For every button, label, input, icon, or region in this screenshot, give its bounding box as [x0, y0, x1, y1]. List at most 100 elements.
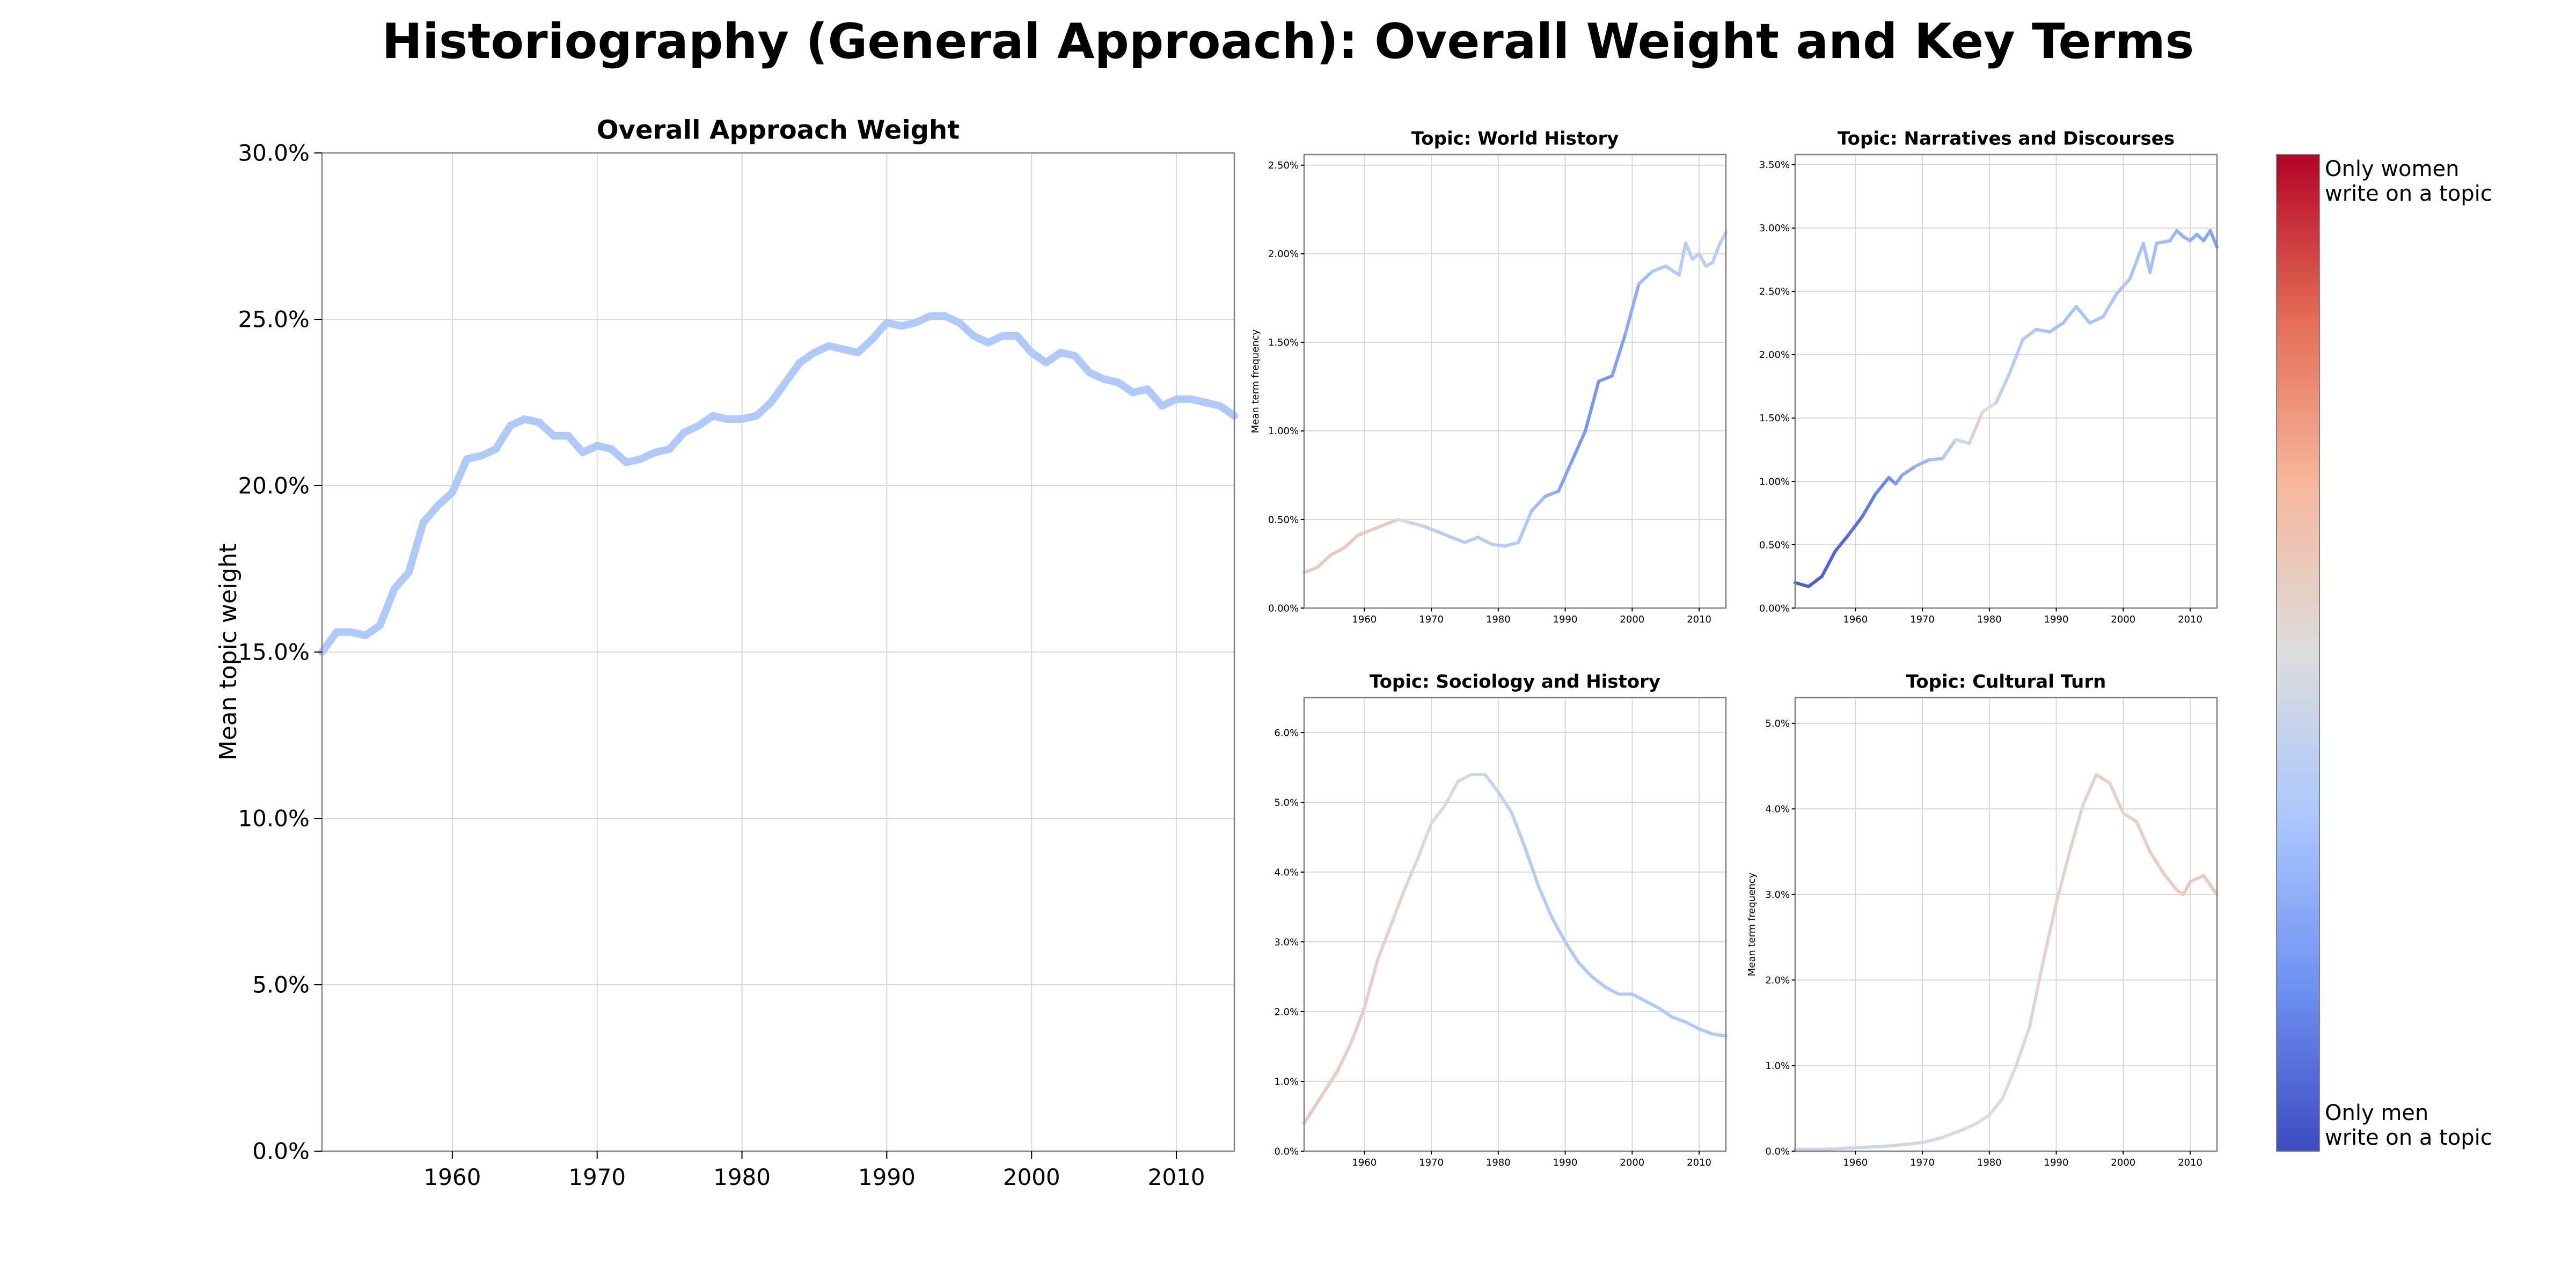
series-segment — [1409, 521, 1426, 529]
series-segment — [1684, 1020, 1701, 1031]
series-segment — [2075, 305, 2091, 325]
x-tick-label: 1980 — [1486, 614, 1511, 625]
x-tick-label: 1990 — [858, 1164, 916, 1190]
series-segment — [2054, 850, 2072, 905]
series-segment — [2162, 871, 2179, 892]
x-tick-label: 1970 — [1419, 614, 1444, 625]
series-segment — [1994, 372, 2011, 405]
figure-title: Historiography (General Approach): Overa… — [382, 13, 2194, 70]
x-tick-label: 1960 — [1352, 614, 1377, 625]
y-tick-label: 0.00% — [1268, 603, 1299, 614]
series-segment — [1517, 509, 1534, 544]
x-tick-label: 1980 — [1486, 1157, 1511, 1168]
series-segment — [1396, 517, 1413, 525]
y-tick-label: 3.00% — [1759, 223, 1790, 234]
chart-sociology: 1960 1970 1980 1990 2000 2010 0.0% 1.0% 2.0% 3.0%… — [1274, 671, 1728, 1168]
series-segment — [2088, 315, 2105, 325]
series-segment — [1584, 379, 1600, 433]
series-segment — [1860, 492, 1877, 519]
y-tick-label: 1.50% — [1759, 413, 1790, 424]
plot-frame — [1794, 153, 2218, 609]
y-tick-label: 2.00% — [1268, 248, 1299, 260]
series-segment — [1389, 888, 1407, 926]
x-tick-label: 1970 — [1419, 1157, 1444, 1168]
y-tick-label: 3.50% — [1759, 159, 1790, 171]
series-segment — [2168, 229, 2179, 243]
series-segment — [1711, 243, 1721, 265]
series-segment — [2068, 803, 2085, 853]
series-segment — [2081, 773, 2098, 807]
series-segment — [405, 518, 427, 576]
series-segment — [2182, 880, 2192, 896]
y-tick-label: 5.0% — [1765, 718, 1790, 729]
series-segment — [2101, 292, 2118, 319]
series-segment — [1543, 489, 1561, 499]
series-segment — [448, 455, 471, 496]
series-segment — [1981, 401, 1998, 414]
series-segment — [2114, 277, 2132, 296]
series-segment — [1941, 438, 1958, 460]
series-segment — [2001, 1064, 2018, 1100]
x-tick-label: 1970 — [568, 1164, 626, 1190]
x-tick-label: 2000 — [1620, 1157, 1644, 1168]
y-tick-label: 15.0% — [238, 639, 309, 665]
y-tick-label: 1.00% — [1268, 426, 1299, 437]
y-tick-label: 10.0% — [238, 806, 309, 832]
series-segment — [2208, 229, 2219, 249]
x-tick-label: 1970 — [1910, 614, 1935, 625]
x-tick-label: 1990 — [1553, 614, 1578, 625]
y-tick-label: 1.50% — [1268, 337, 1299, 348]
series-segment — [1820, 1146, 1857, 1151]
series-segment — [1403, 857, 1420, 891]
y-tick-label: 4.0% — [1765, 804, 1790, 815]
series-segment — [1443, 780, 1460, 808]
series-segment — [1657, 1006, 1674, 1019]
series-line-overall — [318, 312, 1238, 656]
series-segment — [1356, 528, 1373, 537]
series-segment — [2202, 874, 2219, 896]
series-segment — [1536, 884, 1554, 919]
series-segment — [1463, 535, 1480, 544]
series-segment — [1216, 402, 1238, 420]
y-tick-label: 1.00% — [1759, 476, 1790, 487]
y-tick-label: 0.50% — [1759, 539, 1790, 551]
series-segment — [1637, 269, 1654, 286]
series-segment — [1914, 458, 1931, 468]
series-segment — [1476, 535, 1494, 546]
series-segment — [2061, 305, 2078, 325]
series-segment — [1416, 822, 1433, 860]
x-tick-label: 1990 — [1553, 1157, 1578, 1168]
series-segment — [2095, 773, 2112, 785]
series-segment — [1302, 1111, 1313, 1125]
series-segment — [1382, 517, 1400, 526]
series-segment — [1329, 546, 1346, 557]
series-segment — [1423, 525, 1440, 534]
series-line-cultural-turn — [1794, 773, 2219, 1151]
plot-frame — [1303, 153, 1727, 609]
x-tick-label: 1960 — [423, 1164, 481, 1190]
series-segment — [1563, 940, 1580, 964]
chart-title: Topic: Narratives and Discourses — [1838, 128, 2175, 149]
chart-cultural-turn: 1960 1970 1980 1990 2000 2010 0.0% 1.0% 2.0% 3.0%… — [1746, 671, 2219, 1168]
series-segment — [1967, 410, 1985, 445]
series-segment — [1927, 457, 1944, 462]
series-segment — [1450, 535, 1467, 544]
chart-title: Topic: World History — [1411, 128, 1619, 149]
y-tick-label: 4.0% — [1274, 867, 1299, 878]
series-segment — [1315, 553, 1333, 569]
series-segment — [2189, 874, 2206, 883]
chart-title: Topic: Cultural Turn — [1906, 671, 2106, 692]
x-tick-label: 1960 — [1352, 1157, 1377, 1168]
charts-group: 1960 1970 1980 1990 2000 2010 0.0% 5.0% 10.0% 15.… — [215, 115, 2219, 1190]
series-segment — [1711, 1032, 1728, 1038]
series-segment — [2048, 321, 2065, 334]
x-tick-label: 2010 — [1687, 1157, 1711, 1168]
chart-overall: 1960 1970 1980 1990 2000 2010 0.0% 5.0% 10.0% 15.… — [215, 115, 1238, 1190]
chart-world-history: 1960 1970 1980 1990 2000 2010 0.00% 0.50% 1.00% 1… — [1250, 128, 1728, 625]
series-segment — [1954, 438, 1971, 445]
y-tick-label: 30.0% — [238, 140, 309, 166]
x-tick-label: 2000 — [2111, 614, 2135, 625]
series-segment — [2141, 241, 2152, 274]
series-segment — [1794, 581, 1810, 588]
